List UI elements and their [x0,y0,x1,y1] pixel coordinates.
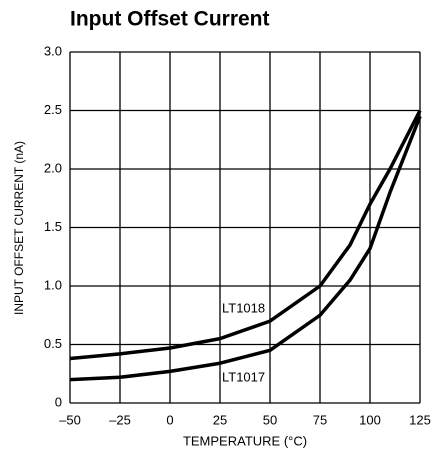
y-tick-label: 2.5 [44,102,62,117]
y-tick-label: 1.5 [44,219,62,234]
x-tick-label: –25 [109,412,131,427]
y-tick-label: 0 [55,394,62,409]
series-label: LT1017 [222,369,265,384]
y-tick-label: 3.0 [44,43,62,58]
y-axis-label: INPUT OFFSET CURRENT (nA) [12,141,26,315]
chart-title: Input Offset Current [70,8,270,31]
y-tick-label: 0.5 [44,336,62,351]
x-tick-label: 100 [359,412,381,427]
line [69,109,422,361]
x-tick-label: 125 [409,412,431,427]
x-axis-label: TEMPERATURE (°C) [183,433,307,448]
x-tick-label: 0 [166,412,173,427]
line [69,115,422,382]
x-tick-label: 75 [313,412,327,427]
y-tick-label: 1.0 [44,277,62,292]
x-tick-label: 50 [263,412,277,427]
y-tick-label: 2.0 [44,160,62,175]
series-label: LT1018 [222,300,265,315]
x-tick-label: –50 [59,412,81,427]
x-tick-label: 25 [213,412,227,427]
